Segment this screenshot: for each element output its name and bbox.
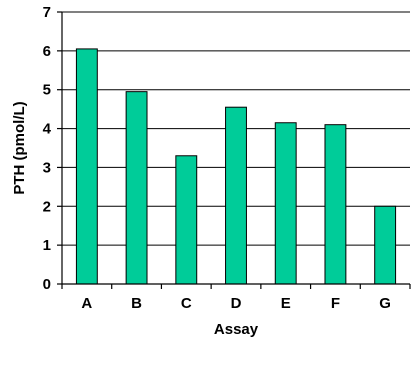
bar-g bbox=[374, 205, 397, 285]
y-tick-labels: 0 1 2 3 4 5 6 7 bbox=[43, 4, 52, 293]
x-tick-label: C bbox=[181, 295, 192, 312]
x-tick-label: E bbox=[281, 295, 291, 312]
x-axis-title: Assay bbox=[214, 321, 259, 338]
bars bbox=[75, 48, 397, 285]
y-tick-label: 1 bbox=[43, 237, 51, 254]
x-tick-label: F bbox=[331, 295, 340, 312]
y-tick-label: 7 bbox=[43, 4, 51, 21]
y-axis-title: PTH (pmol/L) bbox=[11, 101, 28, 194]
bar-f bbox=[324, 124, 347, 285]
bar-d bbox=[225, 106, 247, 285]
bar-a bbox=[75, 48, 98, 285]
x-tick-label: G bbox=[379, 295, 391, 312]
y-tick-label: 4 bbox=[43, 121, 52, 138]
bar-c bbox=[175, 155, 198, 285]
bar-e bbox=[274, 122, 297, 285]
y-tick-label: 0 bbox=[43, 276, 51, 293]
x-tick-label: B bbox=[131, 295, 142, 312]
y-tick-label: 2 bbox=[43, 198, 51, 215]
x-tick-label: D bbox=[231, 295, 242, 312]
bar-b bbox=[125, 91, 148, 285]
y-tick-label: 3 bbox=[43, 159, 51, 176]
y-tick-label: 6 bbox=[43, 43, 51, 60]
y-tick-label: 5 bbox=[43, 82, 51, 99]
x-tick-label: A bbox=[81, 295, 92, 312]
x-tick-labels: A B C D E F G bbox=[81, 295, 391, 312]
axes bbox=[57, 11, 411, 289]
